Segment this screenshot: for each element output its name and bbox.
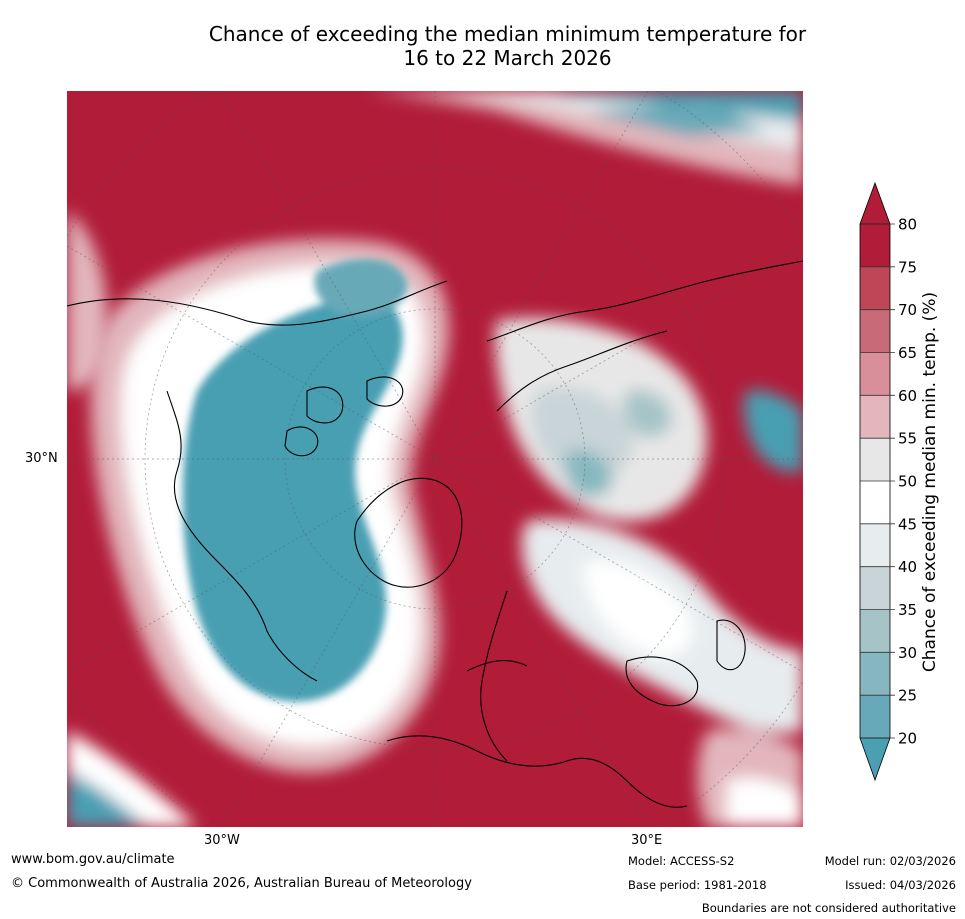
title-line-2: 16 to 22 March 2026 bbox=[403, 46, 612, 70]
colorbar-tick-label: 80 bbox=[898, 216, 917, 234]
lon-label-30e: 30°E bbox=[631, 833, 663, 848]
colorbar-bin bbox=[860, 224, 890, 267]
colorbar-bin bbox=[860, 481, 890, 524]
footer-base-period: Base period: 1981-2018 bbox=[628, 878, 767, 892]
colorbar-title: Chance of exceeding median min. temp. (%… bbox=[920, 291, 940, 673]
colorbar-bin bbox=[860, 695, 890, 738]
footer-model: Model: ACCESS-S2 bbox=[628, 854, 735, 868]
map-svg bbox=[67, 91, 803, 827]
lon-label-30w: 30°W bbox=[204, 833, 240, 848]
colorbar-bin bbox=[860, 266, 890, 310]
colorbar-bin bbox=[860, 523, 890, 567]
colorbar-tick-label: 20 bbox=[898, 730, 917, 748]
colorbar-tick-label: 70 bbox=[898, 301, 917, 319]
footer-model-run: Model run: 02/03/2026 bbox=[824, 854, 956, 868]
colorbar-tick-label: 45 bbox=[898, 515, 917, 533]
colorbar-tick-label: 25 bbox=[898, 687, 917, 705]
coastline-arctic-islands bbox=[284, 376, 404, 457]
coastline-europe-mediterranean bbox=[386, 735, 688, 808]
chart-title: Chance of exceeding the median minimum t… bbox=[100, 22, 915, 70]
map-region-bottom-left bbox=[67, 211, 197, 827]
coastline-greenland bbox=[354, 477, 463, 588]
colorbar-tick-label: 65 bbox=[898, 344, 917, 362]
colorbar-bin bbox=[860, 566, 890, 610]
colorbar-over-arrow bbox=[859, 181, 891, 225]
map-coastlines bbox=[67, 260, 803, 808]
lat-label-30n: 30°N bbox=[25, 451, 58, 466]
footer-disclaimer: Boundaries are not considered authoritat… bbox=[701, 901, 956, 915]
colorbar-tick-label: 60 bbox=[898, 387, 917, 405]
colorbar-under-arrow bbox=[859, 737, 891, 782]
colorbar-tick-label: 30 bbox=[898, 644, 917, 662]
coastline-eurasia-north bbox=[486, 260, 803, 412]
colorbar-tick-label: 35 bbox=[898, 601, 917, 619]
map-region-eurasia bbox=[495, 317, 803, 827]
coastline-north-america bbox=[67, 280, 448, 682]
probability-map bbox=[67, 91, 803, 827]
footer-copyright: © Commonwealth of Australia 2026, Austra… bbox=[11, 876, 472, 891]
colorbar-tick-label: 40 bbox=[898, 558, 917, 576]
colorbar-tick-label: 75 bbox=[898, 258, 917, 276]
footer-website[interactable]: www.bom.gov.au/climate bbox=[11, 852, 175, 867]
colorbar-bin bbox=[860, 352, 890, 396]
colorbar-bin bbox=[860, 609, 890, 653]
colorbar-bin bbox=[860, 652, 890, 696]
coastline-scandinavia bbox=[466, 590, 528, 762]
colorbar-bin bbox=[860, 309, 890, 353]
colorbar-tick-label: 50 bbox=[898, 473, 917, 491]
colorbar-bin bbox=[860, 438, 890, 481]
coastline-black-caspian bbox=[625, 619, 746, 707]
title-line-1: Chance of exceeding the median minimum t… bbox=[208, 22, 807, 46]
map-region-teal-core bbox=[182, 258, 408, 702]
map-region-tropics-band bbox=[367, 91, 803, 186]
colorbar-bin bbox=[860, 395, 890, 439]
colorbar: 20 25 30 35 40 45 50 55 60 65 70 75 80 bbox=[859, 181, 917, 782]
map-graticule bbox=[67, 91, 803, 827]
colorbar-tick-label: 55 bbox=[898, 430, 917, 448]
footer-issued: Issued: 04/03/2026 bbox=[845, 878, 956, 892]
